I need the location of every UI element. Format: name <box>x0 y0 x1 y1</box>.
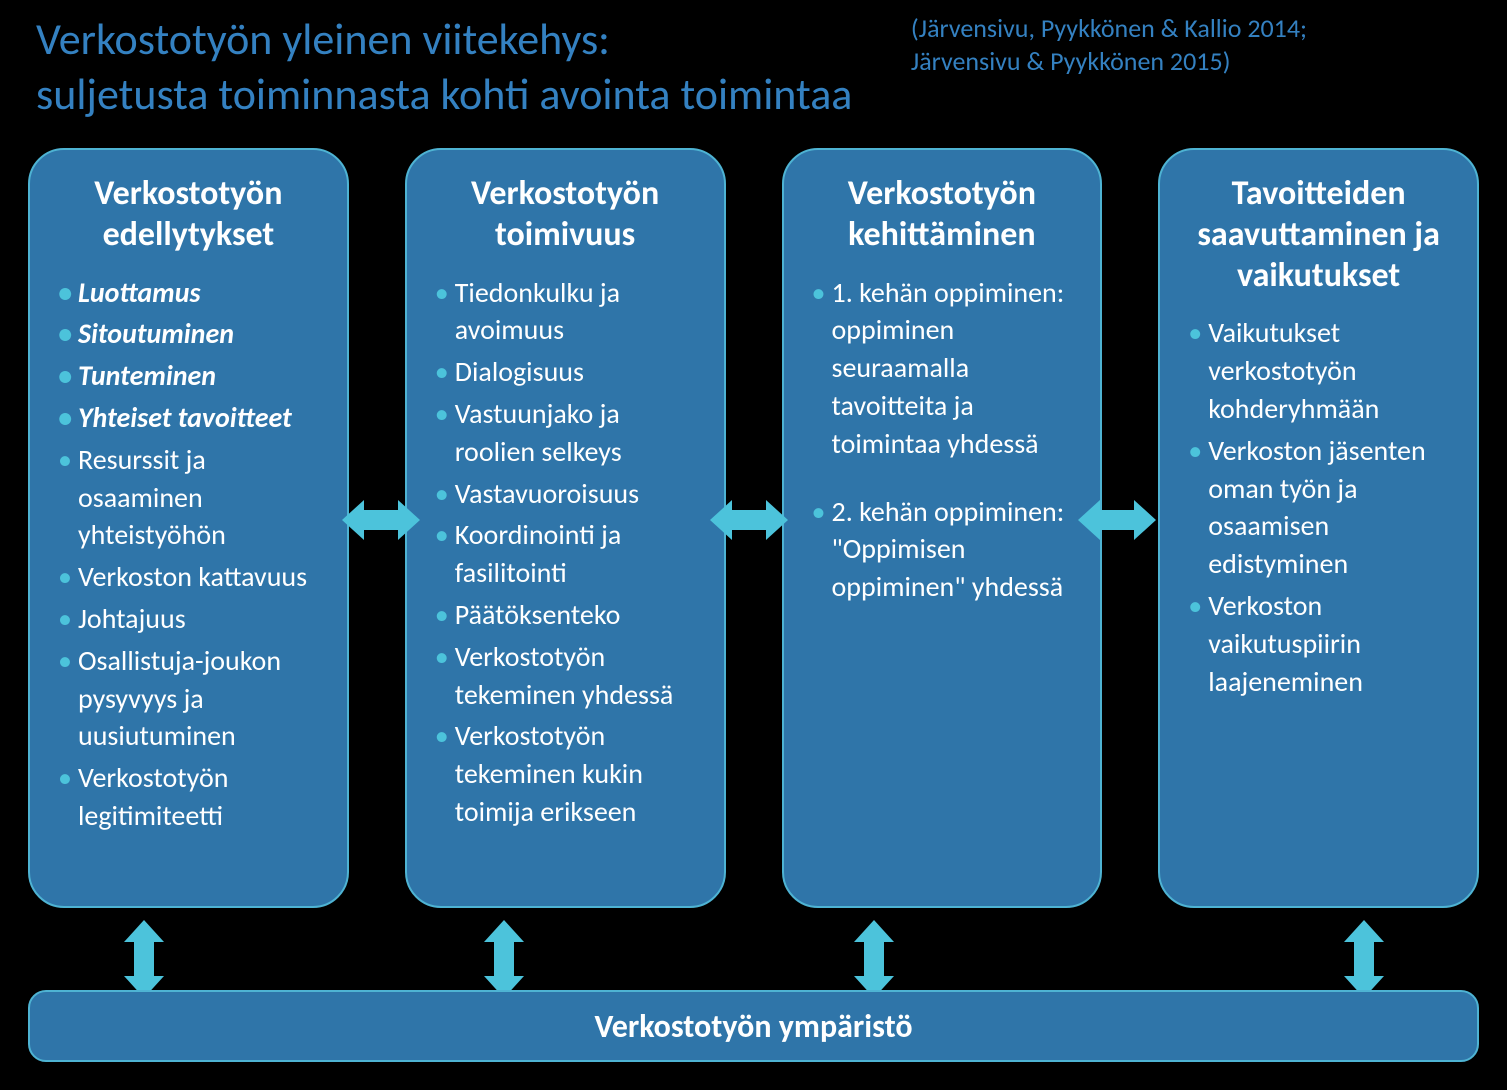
card-item-text: Vastavuoroisuus <box>455 476 639 511</box>
footer-bar: Verkostotyön ympäristö <box>28 990 1479 1062</box>
card-item-text: Koordinointi ja fasilitointi <box>455 517 621 590</box>
card-item: Dialogisuus <box>429 353 702 391</box>
card-item-text: Osallistuja-joukon pysyvyys ja uusiutumi… <box>78 643 281 754</box>
card-item-text: Verkoston jäsenten oman työn ja osaamise… <box>1208 433 1425 581</box>
card-item-text: Yhteiset tavoitteet <box>78 400 292 435</box>
card-item: Resurssit ja osaaminen yhteistyöhön <box>52 441 325 554</box>
card-item: Verkoston vaikutuspiirin laajeneminen <box>1182 587 1455 700</box>
card-item-text: Johtajuus <box>78 601 186 636</box>
card-item-text: Verkoston vaikutuspiirin laajeneminen <box>1208 588 1363 699</box>
card-items: 1. kehän oppiminen: oppiminen seuraamall… <box>806 274 1079 606</box>
card-1: Verkostotyön toimivuus Tiedonkulku ja avo… <box>405 148 726 908</box>
card-item-text: Päätöksenteko <box>455 597 621 632</box>
card-item: Tunteminen <box>52 357 325 395</box>
card-item: Koordinointi ja fasilitointi <box>429 516 702 592</box>
card-items: Tiedonkulku ja avoimuus Dialogisuus Vastuu… <box>429 274 702 831</box>
card-item: Verkostotyön tekeminen kukin toimija eri… <box>429 717 702 830</box>
card-title: Verkostotyön kehittäminen <box>806 174 1079 256</box>
card-item: Sitoutuminen <box>52 315 325 353</box>
card-items: Vaikutukset verkostotyön kohderyhmäänVer… <box>1182 314 1455 700</box>
card-item-text: 1. kehän oppiminen: oppiminen seuraamall… <box>832 275 1065 461</box>
card-item-text: Vastuunjako ja roolien selkeys <box>455 396 622 469</box>
bidirectional-arrow-icon <box>1078 496 1156 544</box>
card-item: Vastavuoroisuus <box>429 475 702 513</box>
card-item-text: Verkostotyön tekeminen kukin toimija eri… <box>455 718 643 829</box>
citation: (Järvensivu, Pyykkönen & Kallio 2014; Jä… <box>911 12 1307 77</box>
card-title: Verkostotyön toimivuus <box>429 174 702 256</box>
card-2: Verkostotyön kehittäminen 1. kehän oppimi… <box>782 148 1103 908</box>
card-item-text: Tiedonkulku ja avoimuus <box>455 275 620 348</box>
card-item-text: Sitoutuminen <box>78 316 234 351</box>
card-items: Luottamus Sitoutuminen Tunteminen Yhteiset … <box>52 274 325 835</box>
card-item: Vaikutukset verkostotyön kohderyhmään <box>1182 314 1455 427</box>
card-item: Päätöksenteko <box>429 596 702 634</box>
card-item: Yhteiset tavoitteet <box>52 399 325 437</box>
card-title: Verkostotyön edellytykset <box>52 174 325 256</box>
card-item: 2. kehän oppiminen: "Oppimisen oppiminen… <box>806 493 1079 606</box>
card-item-text: Luottamus <box>78 275 201 310</box>
card-item: Johtajuus <box>52 600 325 638</box>
card-title: Tavoitteiden saavuttaminen ja vaikutukse… <box>1182 174 1455 296</box>
citation-line-2: Järvensivu & Pyykkönen 2015) <box>911 45 1307 78</box>
bidirectional-arrow-icon <box>342 496 420 544</box>
card-0: Verkostotyön edellytykset Luottamus Sitout… <box>28 148 349 908</box>
citation-line-1: (Järvensivu, Pyykkönen & Kallio 2014; <box>911 12 1307 45</box>
card-item: Osallistuja-joukon pysyvyys ja uusiutumi… <box>52 642 325 755</box>
card-item-text: Vaikutukset verkostotyön kohderyhmään <box>1208 315 1379 426</box>
footer-label: Verkostotyön ympäristö <box>594 1007 912 1046</box>
card-item-text: Verkostotyön legitimiteetti <box>78 760 228 833</box>
card-item-text: Resurssit ja osaaminen yhteistyöhön <box>78 442 226 553</box>
card-item-text: 2. kehän oppiminen: "Oppimisen oppiminen… <box>832 494 1065 605</box>
bidirectional-arrow-icon <box>710 496 788 544</box>
bidirectional-arrow-icon <box>1340 920 1388 998</box>
bidirectional-arrow-icon <box>480 920 528 998</box>
card-item: Verkostotyön tekeminen yhdessä <box>429 638 702 714</box>
bidirectional-arrow-icon <box>120 920 168 998</box>
bidirectional-arrow-icon <box>850 920 898 998</box>
card-item: Tiedonkulku ja avoimuus <box>429 274 702 350</box>
card-3: Tavoitteiden saavuttaminen ja vaikutukse… <box>1158 148 1479 908</box>
card-item: Luottamus <box>52 274 325 312</box>
card-item-text: Tunteminen <box>78 358 216 393</box>
card-item: 1. kehän oppiminen: oppiminen seuraamall… <box>806 274 1079 463</box>
card-item: Vastuunjako ja roolien selkeys <box>429 395 702 471</box>
card-item-text: Verkoston kattavuus <box>78 559 307 594</box>
card-item: Verkostotyön legitimiteetti <box>52 759 325 835</box>
card-item: Verkoston kattavuus <box>52 558 325 596</box>
card-item-text: Dialogisuus <box>455 354 584 389</box>
card-item-text: Verkostotyön tekeminen yhdessä <box>455 639 674 712</box>
card-item: Verkoston jäsenten oman työn ja osaamise… <box>1182 432 1455 583</box>
